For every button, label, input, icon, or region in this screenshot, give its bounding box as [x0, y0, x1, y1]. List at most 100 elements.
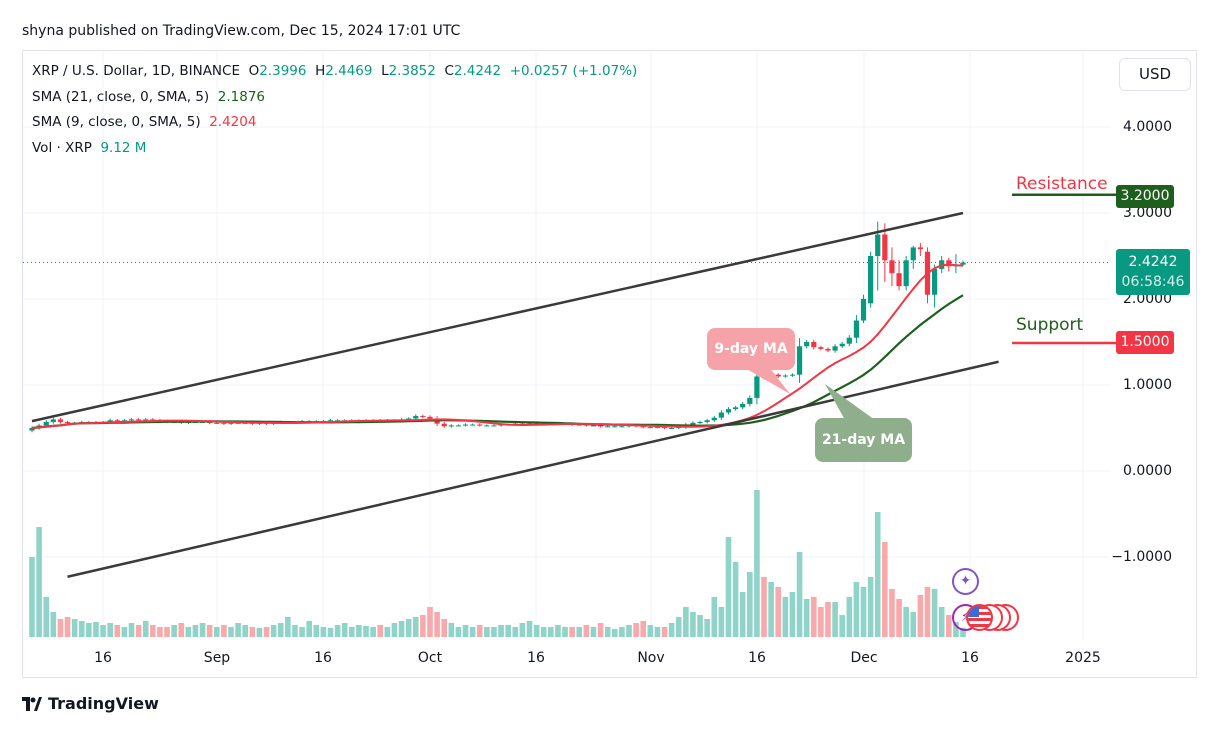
- legend-sma9[interactable]: SMA (9, close, 0, SMA, 5) 2.4204: [32, 114, 256, 130]
- candle-body: [228, 422, 234, 424]
- volume-bar: [853, 582, 860, 637]
- ma21-pointer: [825, 384, 875, 420]
- volume-bar: [228, 627, 234, 637]
- candle-body: [875, 234, 881, 256]
- candle-body: [470, 424, 476, 426]
- volume-bar: [93, 622, 99, 637]
- volume-bar: [782, 597, 789, 637]
- volume-bar: [206, 625, 213, 637]
- tradingview-wordmark: TradingView: [48, 694, 159, 713]
- close-label: C: [444, 63, 454, 79]
- volume-bar: [199, 623, 206, 637]
- volume-bar: [761, 577, 767, 637]
- volume-bar: [704, 619, 710, 637]
- volume-bar: [896, 599, 902, 637]
- sma21-line: [31, 294, 964, 430]
- candle-body: [121, 420, 127, 422]
- volume-bar: [213, 627, 220, 637]
- candle-body: [448, 425, 454, 427]
- volume-bar: [36, 527, 42, 637]
- volume-bar: [647, 625, 654, 637]
- volume-bar: [306, 621, 312, 637]
- price-tick: 4.0000: [1123, 119, 1172, 135]
- candle-body: [846, 337, 852, 344]
- legend-sma21[interactable]: SMA (21, close, 0, SMA, 5) 2.1876: [32, 89, 265, 105]
- volume-bar: [882, 542, 888, 637]
- candle-body: [576, 424, 582, 426]
- volume-bar: [917, 595, 924, 637]
- candle-body: [754, 376, 760, 398]
- candle-body: [818, 347, 824, 349]
- volume-bar: [363, 626, 369, 637]
- sparkle-event-icon[interactable]: ✦: [952, 568, 979, 595]
- volume-bar: [334, 625, 341, 637]
- candle-body: [413, 415, 419, 419]
- candle-body: [43, 421, 49, 426]
- price-tick: 3.0000: [1123, 205, 1172, 221]
- volume-bar: [164, 627, 170, 637]
- open-value: 2.3996: [259, 63, 307, 79]
- volume-bar: [903, 607, 909, 637]
- volume-bar: [562, 627, 568, 637]
- ma9-pointer: [745, 368, 790, 394]
- volume-bar: [391, 623, 398, 637]
- tradingview-logo[interactable]: TradingView: [22, 694, 159, 713]
- volume-bar: [235, 623, 241, 637]
- time-tick: Nov: [637, 650, 665, 666]
- candle-body: [29, 428, 35, 431]
- volume-bar: [50, 612, 57, 637]
- price-tick: −1.0000: [1111, 549, 1172, 565]
- candle-body: [427, 416, 433, 419]
- candle-body: [612, 426, 618, 428]
- volume-bar: [498, 625, 504, 637]
- volume-bar: [249, 627, 256, 637]
- volume-bar: [150, 625, 156, 637]
- volume-bar: [810, 597, 817, 637]
- volume-bar: [505, 625, 511, 637]
- volume-bar: [711, 597, 718, 637]
- symbol-name[interactable]: XRP / U.S. Dollar, 1D, BINANCE: [32, 63, 240, 79]
- volume-bar: [377, 625, 384, 637]
- volume-bar: [427, 607, 433, 637]
- candle-body: [910, 247, 916, 261]
- volume-bar: [384, 627, 391, 637]
- us-flag-event-icon[interactable]: [966, 604, 993, 631]
- volume-bar: [78, 621, 85, 637]
- volume-bar: [491, 627, 497, 637]
- volume-bar: [697, 615, 703, 637]
- volume-bar: [938, 607, 945, 637]
- volume-bar: [604, 627, 611, 637]
- volume-bar: [775, 587, 782, 637]
- sma21-value: 2.1876: [217, 89, 266, 105]
- volume-bar: [107, 623, 113, 637]
- chart-frame: [22, 50, 1197, 678]
- volume-bar: [739, 592, 746, 637]
- currency-button[interactable]: USD: [1119, 58, 1191, 91]
- candle-body: [327, 420, 334, 422]
- volume-bar: [221, 625, 227, 637]
- candle-body: [860, 299, 867, 321]
- high-value: 2.4469: [325, 63, 373, 79]
- candle-body: [64, 421, 71, 423]
- sma9-label: SMA (9, close, 0, SMA, 5): [32, 114, 201, 130]
- sma9-line: [31, 263, 964, 429]
- volume-bar: [484, 627, 490, 637]
- candle-body: [221, 422, 227, 424]
- candle-body: [661, 427, 668, 429]
- volume-bar: [441, 619, 448, 637]
- volume-bar: [341, 623, 348, 637]
- tradingview-logo-icon: [22, 696, 42, 711]
- time-tick: 16: [314, 650, 332, 666]
- candle-body: [896, 273, 902, 287]
- volume-bar: [356, 625, 362, 637]
- trend-line: [67, 360, 999, 578]
- candle-body: [903, 260, 909, 287]
- volume-bar: [476, 625, 483, 637]
- candle-body: [697, 421, 703, 423]
- volume-bar: [57, 619, 64, 637]
- legend-volume[interactable]: Vol · XRP 9.12 M: [32, 140, 146, 156]
- volume-bar: [839, 615, 845, 637]
- volume-bar: [747, 572, 753, 637]
- volume-bar: [725, 537, 732, 637]
